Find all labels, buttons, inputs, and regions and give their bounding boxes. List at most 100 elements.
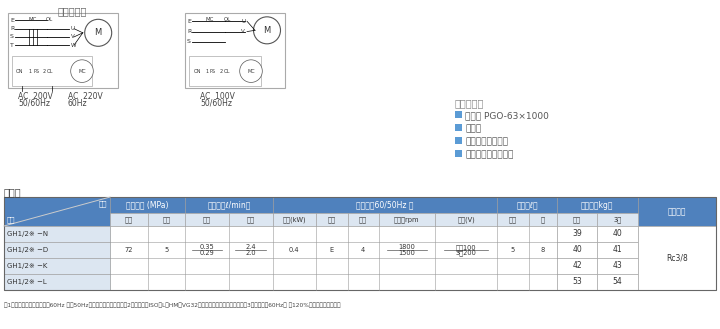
Text: 1500: 1500 bbox=[398, 250, 415, 256]
Text: ON: ON bbox=[17, 69, 24, 74]
Text: R: R bbox=[10, 26, 14, 31]
Bar bbox=[557, 274, 598, 290]
Text: S: S bbox=[10, 35, 14, 39]
Text: 0.29: 0.29 bbox=[199, 250, 215, 256]
Text: 電動機（60/50Hz ）: 電動機（60/50Hz ） bbox=[356, 200, 414, 210]
Bar bbox=[110, 226, 557, 290]
Text: 1: 1 bbox=[205, 69, 209, 74]
Text: 2.0: 2.0 bbox=[246, 250, 256, 256]
Text: 60Hz: 60Hz bbox=[68, 99, 88, 108]
Bar bbox=[185, 213, 229, 226]
Bar bbox=[189, 56, 261, 86]
Text: 40: 40 bbox=[572, 245, 582, 255]
Text: 41: 41 bbox=[613, 245, 623, 255]
Text: U: U bbox=[71, 26, 75, 31]
Bar bbox=[110, 213, 148, 226]
Text: 有効: 有効 bbox=[509, 216, 517, 223]
Text: 低圧: 低圧 bbox=[247, 216, 255, 223]
Bar bbox=[455, 150, 462, 157]
Bar bbox=[598, 226, 638, 242]
Text: 2.4: 2.4 bbox=[246, 244, 256, 250]
Text: 0.35: 0.35 bbox=[199, 244, 215, 250]
Text: 圧力計 PGO-63×1000: 圧力計 PGO-63×1000 bbox=[465, 111, 549, 120]
Text: 39: 39 bbox=[572, 230, 582, 239]
Text: PS: PS bbox=[210, 69, 216, 74]
Text: M: M bbox=[94, 28, 102, 37]
Text: 積層弁: 積層弁 bbox=[465, 124, 481, 133]
Text: 吐出量（ℓ/min）: 吐出量（ℓ/min） bbox=[207, 200, 251, 210]
Bar bbox=[598, 242, 638, 258]
Text: OL: OL bbox=[223, 17, 230, 22]
Text: 42: 42 bbox=[572, 262, 582, 270]
Text: 形式: 形式 bbox=[7, 216, 16, 223]
Bar bbox=[273, 197, 498, 213]
Text: OL: OL bbox=[224, 69, 230, 74]
Text: 容量(kW): 容量(kW) bbox=[283, 216, 306, 223]
Text: 72: 72 bbox=[125, 247, 133, 253]
Text: 8: 8 bbox=[541, 247, 545, 253]
Text: 3相: 3相 bbox=[613, 216, 621, 223]
Bar bbox=[598, 258, 638, 274]
Text: W: W bbox=[71, 43, 76, 48]
Text: ポート径: ポート径 bbox=[667, 207, 686, 216]
Bar bbox=[273, 213, 316, 226]
Text: 極数: 極数 bbox=[359, 216, 367, 223]
Bar bbox=[557, 197, 638, 213]
Bar bbox=[638, 197, 716, 226]
Text: 1800: 1800 bbox=[398, 244, 415, 250]
Text: R: R bbox=[187, 29, 192, 34]
Bar bbox=[557, 226, 598, 242]
Text: 電気回路図: 電気回路図 bbox=[58, 6, 86, 16]
Bar bbox=[185, 13, 285, 88]
Bar bbox=[185, 197, 273, 213]
Circle shape bbox=[85, 19, 112, 46]
Bar bbox=[455, 137, 462, 144]
Text: 吐出圧力 (MPa): 吐出圧力 (MPa) bbox=[127, 200, 169, 210]
Text: フートスイッチ　他: フートスイッチ 他 bbox=[465, 150, 513, 159]
Text: MC: MC bbox=[247, 69, 255, 74]
Bar bbox=[12, 56, 92, 86]
Text: 手元操作スイッチ: 手元操作スイッチ bbox=[465, 137, 508, 146]
Text: MC: MC bbox=[206, 17, 214, 22]
Text: 54: 54 bbox=[613, 277, 623, 287]
Bar bbox=[229, 213, 273, 226]
Text: 5: 5 bbox=[164, 247, 168, 253]
Text: M: M bbox=[264, 26, 271, 35]
Text: 53: 53 bbox=[572, 277, 582, 287]
Text: 2: 2 bbox=[220, 69, 222, 74]
Text: 0.4: 0.4 bbox=[289, 247, 300, 253]
Text: V: V bbox=[241, 29, 245, 34]
Text: V: V bbox=[71, 35, 74, 39]
Bar bbox=[4, 274, 110, 290]
Text: 2: 2 bbox=[42, 69, 45, 74]
Text: オプション: オプション bbox=[455, 98, 485, 108]
Bar bbox=[528, 213, 557, 226]
Bar bbox=[4, 197, 110, 226]
Text: 油量（ℓ）: 油量（ℓ） bbox=[516, 200, 538, 210]
Bar bbox=[4, 258, 110, 274]
Bar bbox=[4, 226, 110, 242]
Bar bbox=[638, 226, 716, 290]
Text: GH1/2※ −L: GH1/2※ −L bbox=[7, 279, 47, 285]
Bar bbox=[557, 213, 598, 226]
Text: MC: MC bbox=[28, 17, 37, 22]
Bar bbox=[4, 197, 716, 290]
Text: 項目: 項目 bbox=[99, 200, 107, 207]
Bar bbox=[379, 213, 435, 226]
Bar bbox=[598, 213, 638, 226]
Bar bbox=[598, 274, 638, 290]
Bar bbox=[498, 213, 528, 226]
Text: ON: ON bbox=[193, 69, 201, 74]
Text: S: S bbox=[187, 39, 191, 44]
Bar bbox=[455, 124, 462, 131]
Text: 3相200: 3相200 bbox=[456, 249, 477, 256]
Bar bbox=[4, 242, 110, 258]
Text: 43: 43 bbox=[613, 262, 623, 270]
Text: 50/60Hz: 50/60Hz bbox=[18, 99, 50, 108]
Text: E: E bbox=[187, 19, 191, 24]
Text: 電圧(V): 電圧(V) bbox=[457, 216, 475, 223]
Text: 注1）吐出量・回転数は上段60Hz 下段50Hz時の値を示します。　注2）使用油はISO－L－HM－VG32相当品をご使用ください。　注3）電動機は60Hz概 : 注1）吐出量・回転数は上段60Hz 下段50Hz時の値を示します。 注2）使用油… bbox=[4, 302, 341, 308]
Text: 50/60Hz: 50/60Hz bbox=[200, 99, 232, 108]
Text: 40: 40 bbox=[613, 230, 623, 239]
Text: 単相100: 単相100 bbox=[456, 244, 477, 251]
